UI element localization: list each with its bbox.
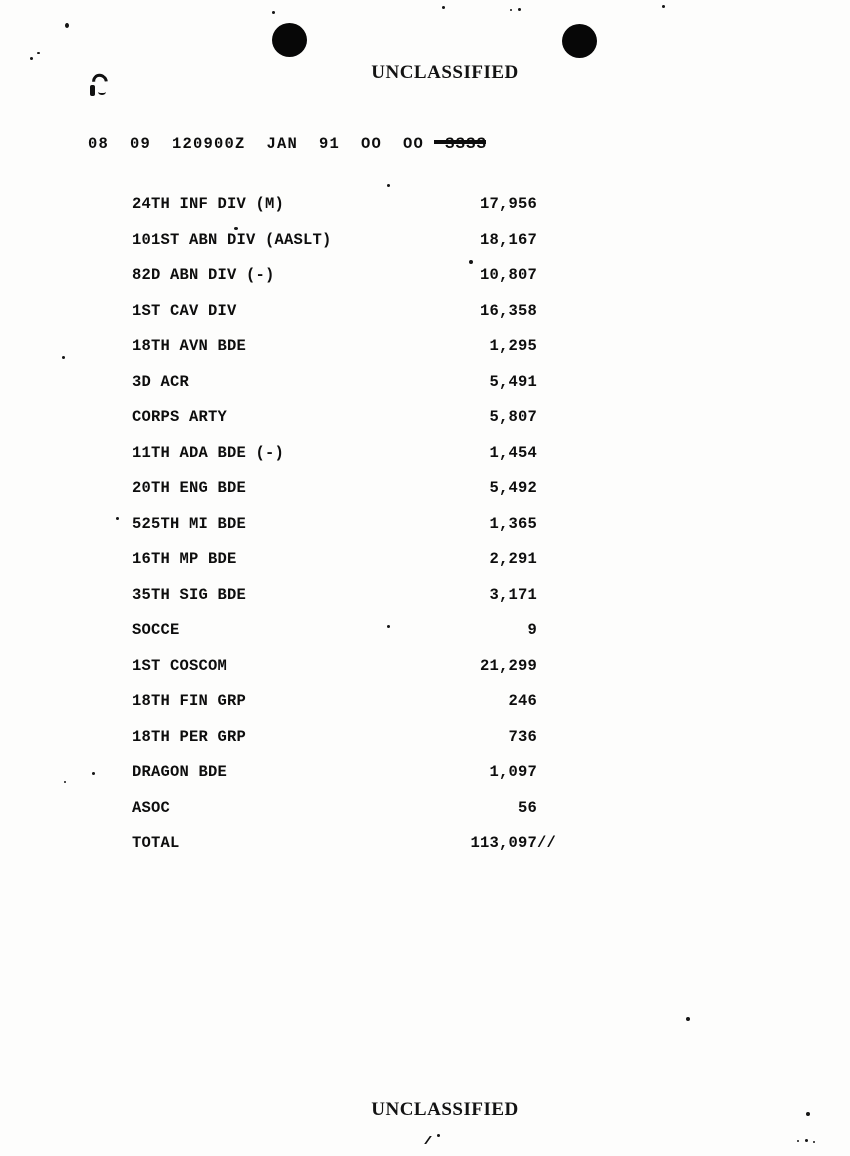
table-row: 18TH AVN BDE 1,295 — [0, 337, 850, 373]
unit-name: 525TH MI BDE — [132, 514, 247, 533]
table-row: ASOC 56 — [0, 799, 850, 835]
scan-speck — [387, 625, 390, 628]
table-row: 1ST CAV DIV 16,358 — [0, 302, 850, 338]
unit-name: 1ST CAV DIV — [132, 301, 237, 320]
classification-footer: UNCLASSIFIED — [371, 1099, 519, 1120]
unit-name: 24TH INF DIV (M) — [132, 195, 285, 213]
unit-count: 18,167 — [479, 230, 537, 249]
table-row: 35TH SIG BDE 3,171 — [0, 586, 850, 622]
unit-name: 3D ACR — [132, 372, 190, 391]
table-row: 18TH FIN GRP 246 — [0, 692, 850, 728]
table-row: 20TH ENG BDE 5,492 — [0, 479, 850, 515]
table-row: 24TH INF DIV (M) 17,956 — [0, 195, 850, 231]
scan-speck — [234, 227, 238, 230]
table-row: 82D ABN DIV (-) 10,807 — [0, 266, 850, 302]
count-suffix: // — [537, 834, 557, 852]
unit-count: 5,492 — [489, 479, 537, 497]
hole-punch-right-icon — [562, 24, 597, 58]
table-row: 1ST COSCOM 21,299 — [0, 657, 850, 693]
scan-speck — [469, 260, 473, 264]
scan-speck — [387, 184, 390, 187]
unit-count: 3,171 — [489, 585, 537, 604]
unit-count: 56 — [517, 798, 537, 817]
table-row: DRAGON BDE 1,097 — [0, 763, 850, 799]
scan-speck — [686, 1017, 690, 1021]
table-row: 16TH MP BDE 2,291 — [0, 550, 850, 586]
scan-speck — [65, 23, 69, 28]
message-header-line: 08 09 120900Z JAN 91 OO OO SSSS — [88, 135, 487, 153]
unit-strength-table: 24TH INF DIV (M) 17,956 101ST ABN DIV (A… — [0, 195, 850, 870]
table-row: 525TH MI BDE 1,365 — [0, 515, 850, 551]
scan-speck — [662, 5, 665, 8]
table-row: 101ST ABN DIV (AASLT) 18,167 — [0, 231, 850, 267]
unit-count: 113,097 — [470, 834, 537, 852]
unit-count: 1,295 — [489, 337, 537, 355]
scan-speck — [442, 6, 445, 9]
scan-speck — [116, 517, 119, 520]
unit-count: 2,291 — [489, 550, 537, 568]
unit-name: 18TH PER GRP — [132, 727, 247, 746]
message-header-tokens: 08 09 120900Z JAN 91 OO OO — [88, 135, 446, 153]
unit-name: CORPS ARTY — [132, 408, 228, 426]
unit-count: 5,807 — [489, 408, 537, 426]
unit-name: TOTAL — [132, 834, 180, 852]
unit-name: 11TH ADA BDE (-) — [132, 443, 285, 462]
scan-smudge-mark — [98, 89, 106, 95]
unit-count: 21,299 — [479, 656, 537, 675]
unit-name: 18TH FIN GRP — [132, 692, 247, 710]
table-row: SOCCE 9 — [0, 621, 850, 657]
table-row: 3D ACR 5,491 — [0, 373, 850, 409]
scan-speck — [30, 57, 33, 60]
unit-count: 5,491 — [489, 372, 537, 391]
unit-name: 82D ABN DIV (-) — [132, 266, 275, 284]
unit-count: 16,358 — [479, 301, 537, 320]
table-row: 11TH ADA BDE (-) 1,454 — [0, 444, 850, 480]
unit-count: 1,097 — [489, 763, 537, 781]
unit-name: 101ST ABN DIV (AASLT) — [132, 230, 332, 249]
unit-name: 20TH ENG BDE — [132, 479, 247, 497]
unit-count: 1,454 — [489, 443, 537, 462]
scan-speck — [92, 772, 95, 775]
classification-header: UNCLASSIFIED — [371, 62, 519, 83]
unit-name: DRAGON BDE — [132, 763, 228, 781]
scan-speck — [518, 8, 521, 11]
struck-classification-code: SSSS — [434, 135, 488, 153]
scan-speck — [806, 1112, 810, 1116]
unit-count: 736 — [508, 727, 537, 746]
unit-count: 9 — [527, 621, 537, 639]
table-row: CORPS ARTY 5,807 — [0, 408, 850, 444]
scan-speck — [437, 1134, 440, 1137]
unit-name: 16TH MP BDE — [132, 550, 237, 568]
unit-name: ASOC — [132, 798, 171, 817]
table-row: 18TH PER GRP 736 — [0, 728, 850, 764]
unit-count: 10,807 — [479, 266, 537, 284]
scan-speck — [272, 11, 275, 14]
scan-smudge-mark — [90, 85, 95, 96]
scan-speck — [62, 356, 65, 359]
scan-speck — [64, 781, 66, 783]
unit-count: 17,956 — [479, 195, 537, 213]
scan-speck — [510, 9, 512, 11]
scan-speck — [797, 1140, 799, 1142]
scan-speck — [805, 1139, 808, 1142]
unit-name: 18TH AVN BDE — [132, 337, 247, 355]
unit-name: 1ST COSCOM — [132, 656, 228, 675]
unit-count: 246 — [508, 692, 537, 710]
scan-speck — [813, 1141, 815, 1143]
scan-smudge-mark — [424, 1136, 440, 1144]
table-row: TOTAL 113,097 // — [0, 834, 850, 870]
hole-punch-left-icon — [272, 23, 307, 57]
unit-name: SOCCE — [132, 621, 180, 639]
unit-name: 35TH SIG BDE — [132, 585, 247, 604]
unit-count: 1,365 — [489, 514, 537, 533]
scan-speck — [37, 52, 40, 54]
